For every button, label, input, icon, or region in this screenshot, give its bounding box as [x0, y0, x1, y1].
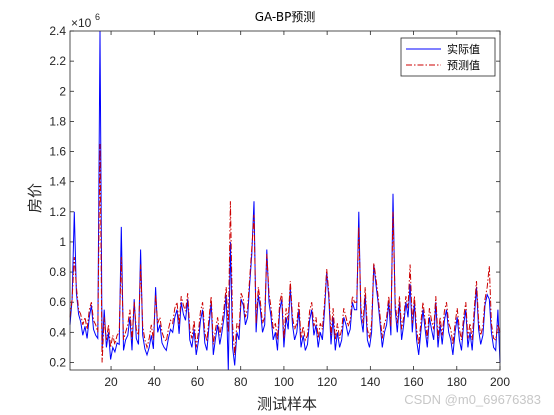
chart-title: GA-BP预测	[255, 10, 316, 24]
y-tick-label: 1.2	[49, 205, 66, 219]
y-tick-label: 0.6	[49, 295, 66, 309]
x-tick-label: 60	[191, 375, 205, 389]
y-axis-label: 房价	[26, 183, 44, 213]
axes-frame	[69, 30, 501, 371]
x-tick-label: 160	[404, 375, 424, 389]
y-tick-label: 1.4	[49, 175, 66, 189]
y-tick-label: 0.4	[49, 325, 66, 339]
y-tick-label: 2.2	[49, 54, 66, 68]
x-axis-label: 测试样本	[257, 395, 317, 413]
x-tick-label: 120	[317, 375, 337, 389]
y-tick-label: 1	[59, 235, 66, 249]
series-line-2	[69, 143, 501, 363]
y-tick-label: 2	[59, 84, 66, 98]
legend-label-2: 预测值	[447, 59, 480, 72]
x-tick-label: 100	[274, 375, 294, 389]
watermark: CSDN @m0_69676383	[404, 392, 541, 407]
x-tick-label: 40	[148, 375, 162, 389]
y-tick-label: 0.2	[49, 355, 66, 369]
legend-label-1: 实际值	[447, 42, 480, 56]
x-tick-label: 180	[447, 375, 467, 389]
y-tick-label: 1.6	[49, 145, 66, 159]
x-tick-label: 200	[490, 375, 510, 389]
x-tick-label: 80	[234, 375, 248, 389]
series-line-1	[69, 30, 501, 371]
legend-box	[400, 37, 496, 77]
y-tick-label: 2.4	[49, 24, 66, 38]
exponent-power: 6	[95, 12, 100, 22]
y-tick-label: 1.8	[49, 114, 66, 128]
y-tick-label: 0.8	[49, 265, 66, 279]
x-tick-label: 140	[360, 375, 380, 389]
x-tick-label: 20	[104, 375, 118, 389]
exponent-label: ×10	[71, 16, 92, 30]
